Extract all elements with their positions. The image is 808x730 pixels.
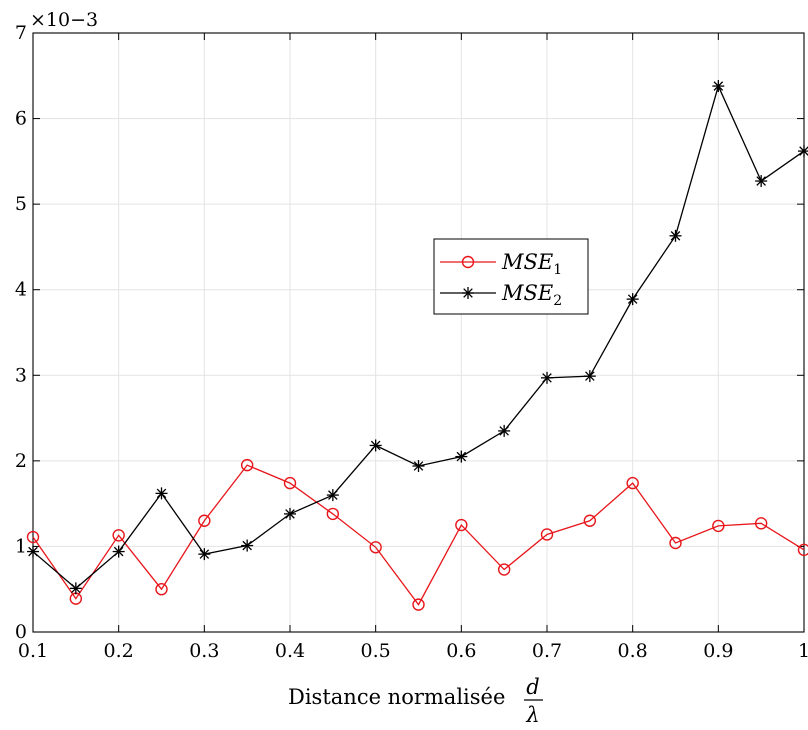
data-point-mse1: [540, 528, 554, 541]
data-point-mse2: [326, 489, 339, 502]
y-tick-label: 6: [15, 108, 27, 130]
x-tick-label: 0.8: [618, 640, 648, 662]
grid-lines: [32, 32, 805, 633]
x-tick-label: 0.3: [189, 640, 219, 662]
legend-marker: [461, 255, 475, 269]
y-tick-label: 1: [15, 535, 27, 557]
x-axis-label-denominator: λ: [525, 703, 539, 727]
data-point-mse2: [412, 459, 425, 472]
legend-item-mse1: MSE1: [440, 250, 562, 278]
data-point-mse2: [284, 507, 296, 520]
data-point-mse1: [198, 514, 211, 527]
data-point-mse2: [155, 487, 168, 500]
data-point-mse2: [626, 293, 639, 306]
plot-area-border: [32, 32, 805, 633]
data-point-mse2: [112, 545, 125, 558]
axes-frame: [32, 32, 805, 633]
y-scale-exponent: ×10−3: [30, 9, 98, 31]
legend-label: MSE2: [501, 281, 562, 309]
series-layer: [26, 80, 808, 611]
legend-marker: [462, 287, 474, 299]
x-tick-label: 0.4: [275, 640, 305, 662]
data-point-mse1: [754, 517, 768, 530]
data-point-mse1: [669, 536, 682, 550]
data-point-mse2: [198, 548, 211, 561]
x-tick-label: 0.1: [18, 640, 48, 662]
data-point-mse2: [541, 371, 553, 384]
series-line-mse2: [32, 84, 805, 590]
data-point-mse1: [797, 543, 808, 557]
data-point-mse1: [626, 476, 639, 490]
y-tick-label: 0: [15, 621, 27, 643]
data-point-mse2: [455, 450, 468, 463]
data-point-mse1: [455, 518, 468, 532]
data-point-mse2: [798, 145, 808, 158]
series-mse2: [27, 80, 808, 595]
data-point-mse2: [669, 229, 682, 242]
data-point-mse1: [712, 519, 725, 533]
legend-label: MSE1: [501, 250, 562, 278]
tick-marks: [32, 32, 805, 633]
data-point-mse2: [69, 582, 82, 595]
x-axis-label-numerator: d: [526, 675, 539, 699]
data-point-mse1: [240, 458, 254, 472]
legend: MSE1 MSE2: [433, 238, 589, 315]
data-point-mse1: [412, 598, 425, 611]
legend-box: [433, 238, 589, 315]
data-point-mse1: [583, 514, 597, 527]
data-point-mse2: [241, 539, 254, 552]
data-point-mse1: [283, 476, 297, 490]
data-point-mse2: [27, 545, 39, 558]
y-tick-label: 4: [15, 279, 27, 301]
y-tick-label: 5: [15, 193, 27, 215]
data-point-mse1: [497, 563, 511, 576]
data-point-mse2: [498, 424, 511, 437]
data-point-mse2: [369, 439, 382, 452]
data-point-mse1: [26, 530, 40, 544]
y-tick-label: 7: [15, 22, 27, 44]
data-point-mse2: [583, 370, 596, 383]
x-tick-label: 0.2: [104, 640, 134, 662]
tick-labels: 0.1 0.2 0.3 0.4 0.5 0.6 0.7 0.8 0.9 1 0 1 2 3 4 5 6 7: [15, 22, 808, 662]
y-tick-label: 2: [15, 450, 27, 472]
data-point-mse2: [755, 175, 768, 188]
data-point-mse1: [326, 507, 340, 521]
x-tick-label: 0.9: [703, 640, 733, 662]
x-tick-label: 0.6: [446, 640, 476, 662]
series-mse1: [26, 458, 808, 611]
data-point-mse2: [712, 80, 725, 93]
data-point-mse1: [112, 529, 125, 542]
legend-item-mse2: MSE2: [440, 281, 562, 309]
x-axis-label-text: Distance normalisée: [288, 685, 505, 709]
data-point-mse1: [369, 541, 382, 554]
x-tick-label: 0.7: [532, 640, 562, 662]
y-tick-label: 3: [15, 364, 27, 386]
x-tick-label: 1: [798, 640, 808, 662]
x-tick-label: 0.5: [361, 640, 391, 662]
x-axis-label: Distance normalisée d λ: [288, 675, 543, 727]
series-line-mse1: [32, 464, 805, 606]
data-point-mse1: [155, 583, 168, 596]
